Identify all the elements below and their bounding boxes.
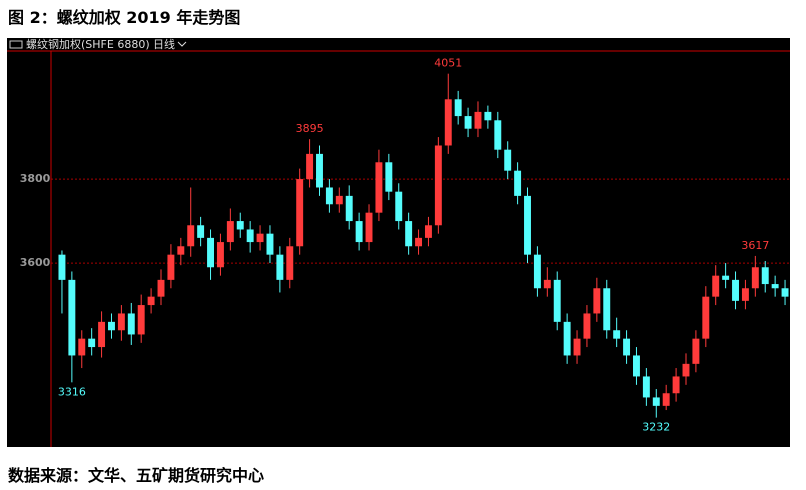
candle-body [187,225,195,247]
candle-body [78,338,86,356]
candle-body [444,99,452,146]
candle-body [632,355,640,377]
candle-body [306,153,314,180]
candle-body [117,313,125,331]
candle-body [524,195,531,255]
candle-body [236,221,244,230]
candle-body [573,338,581,356]
extreme-label: 3895 [296,122,324,135]
candle-body [504,149,512,171]
dropdown-icon[interactable] [177,41,187,47]
candle-body [365,212,373,243]
instrument: 螺纹钢加权(SHFE 6880) [26,37,150,51]
candle-body [395,191,403,222]
candle-body [484,111,492,121]
candle-body [682,363,690,377]
candle-body [226,221,234,243]
candle-body [702,296,710,339]
candle-body [325,187,333,205]
candle-body [642,376,650,398]
candle-body [603,288,611,331]
candle-body [335,195,343,205]
candle-body [207,237,215,268]
candle-body [167,254,175,280]
candle-body [276,254,284,280]
candle-body [316,153,323,188]
candle-body [662,393,670,406]
extreme-label: 4051 [434,57,462,70]
candle-body [732,279,739,301]
candle-body [127,313,135,335]
candle-body [672,376,680,394]
period[interactable]: 日线 [153,37,175,51]
candle-body [177,246,185,255]
candle-body [216,242,224,268]
candle-body [137,305,145,335]
candle-body [533,254,541,289]
candle-body [68,279,76,356]
candle-body [345,195,353,222]
candle-body [296,179,304,247]
candle-body [375,162,383,213]
icon [9,40,23,49]
candle-body [593,288,601,314]
extreme-label: 3617 [741,239,769,252]
candle-body [781,288,789,297]
candle-body [474,111,482,129]
candle-body [147,296,155,306]
candle-body [761,267,769,285]
candle-body [256,233,264,243]
candle-body [514,170,522,196]
candle-body [692,338,700,364]
candle-body [385,162,393,192]
candle-body [88,338,96,348]
candle-body [98,321,106,348]
candle-body [405,221,413,247]
candle-body [197,225,205,238]
extreme-label: 3232 [642,421,670,434]
candle-body [415,237,423,247]
chart-bg [7,38,790,447]
candle-body [424,225,432,238]
candle-body [464,116,472,129]
candle-body [553,279,561,322]
extreme-label: 3316 [58,385,86,398]
source: 数据来源：文华、五矿期货研究中心 [8,466,265,485]
candle-body [563,321,571,356]
candle-body [355,221,363,243]
candle-body [494,120,502,150]
candle-body [652,397,660,406]
candle-body [246,229,254,243]
candle-body [771,284,779,289]
figure-title: 图 2：螺纹加权 2019 年走势图 [8,8,241,27]
candle-body [286,246,294,280]
candle-body [741,288,749,301]
candle-body [623,338,631,356]
candle-body [543,279,551,289]
candle-body [722,275,730,280]
candle-body [454,99,462,117]
candle-body [613,330,621,339]
y-tick-label: 3600 [20,256,51,269]
candle-body [266,233,274,255]
candle-body [157,279,165,297]
candle-body [751,267,759,289]
candle-body [58,254,66,280]
candle-body [712,275,720,297]
y-tick-label: 3800 [20,172,51,185]
candle-body [434,145,442,226]
candle-body [583,313,591,339]
candle-body [108,321,115,331]
